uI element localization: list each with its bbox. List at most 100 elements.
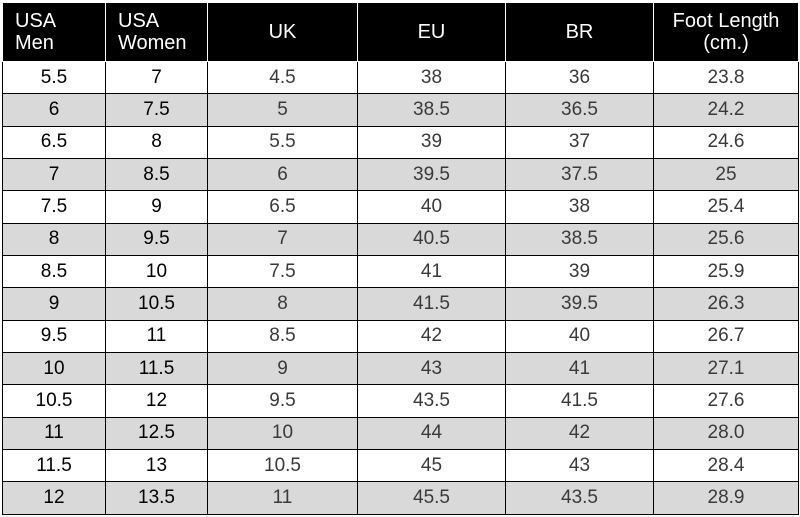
header-usa-men-line2: Men: [15, 32, 54, 54]
header-br: BR: [505, 2, 654, 62]
cell-usa-women: 10.5: [105, 287, 208, 321]
cell-uk: 7: [207, 222, 358, 257]
cell-foot-length: 28.4: [653, 449, 799, 483]
cell-uk: 7.5: [207, 255, 358, 289]
header-uk: UK: [207, 2, 358, 62]
cell-br: 39: [505, 255, 654, 289]
header-row: USA Men USA Women UK EU BR Foot Length (…: [2, 2, 799, 62]
cell-usa-women: 12: [105, 384, 208, 418]
cell-foot-length: 26.3: [653, 287, 799, 321]
cell-usa-men: 10.5: [2, 384, 106, 418]
cell-usa-men: 8.5: [2, 255, 106, 289]
table-row: 10.5 12 9.5 43.5 41.5 27.6: [2, 384, 799, 418]
cell-usa-men: 10: [2, 352, 106, 386]
cell-usa-men: 9: [2, 287, 106, 321]
cell-eu: 41.5: [357, 287, 506, 321]
cell-foot-length: 27.1: [653, 352, 799, 386]
header-usa-men: USA Men: [2, 2, 106, 62]
cell-uk: 8.5: [207, 319, 358, 354]
cell-eu: 41: [357, 255, 506, 289]
cell-uk: 5: [207, 93, 358, 127]
cell-foot-length: 25.9: [653, 255, 799, 289]
cell-usa-women: 7: [105, 60, 208, 95]
cell-usa-women: 8.5: [105, 158, 208, 192]
table-body: 5.5 7 4.5 38 36 23.8 6 7.5 5 38.5 36.5 24.2 6.5 8 5.5 3…: [2, 60, 799, 515]
cell-usa-women: 9: [105, 190, 208, 224]
cell-br: 40: [505, 319, 654, 354]
cell-uk: 9.5: [207, 384, 358, 418]
cell-uk: 4.5: [207, 60, 358, 95]
cell-uk: 5.5: [207, 125, 358, 160]
cell-usa-women: 11: [105, 319, 208, 354]
table-row: 6 7.5 5 38.5 36.5 24.2: [2, 93, 799, 127]
cell-usa-women: 10: [105, 255, 208, 289]
cell-foot-length: 25.6: [653, 222, 799, 257]
cell-usa-men: 6: [2, 93, 106, 127]
cell-usa-men: 8: [2, 222, 106, 257]
cell-usa-women: 7.5: [105, 93, 208, 127]
cell-usa-men: 12: [2, 481, 106, 515]
cell-br: 37.5: [505, 158, 654, 192]
cell-foot-length: 25.4: [653, 190, 799, 224]
cell-eu: 45: [357, 449, 506, 483]
header-usa-men-line1: USA: [15, 10, 57, 32]
table-row: 11 12.5 10 44 42 28.0: [2, 416, 799, 451]
cell-usa-women: 9.5: [105, 222, 208, 257]
cell-eu: 43: [357, 352, 506, 386]
cell-br: 39.5: [505, 287, 654, 321]
cell-br: 41: [505, 352, 654, 386]
cell-usa-men: 11: [2, 416, 106, 451]
header-foot-length-line2: (cm.): [703, 32, 749, 54]
cell-eu: 45.5: [357, 481, 506, 515]
cell-br: 38.5: [505, 222, 654, 257]
cell-usa-men: 5.5: [2, 60, 106, 95]
cell-uk: 6: [207, 158, 358, 192]
cell-foot-length: 23.8: [653, 60, 799, 95]
table-row: 7 8.5 6 39.5 37.5 25: [2, 158, 799, 192]
cell-br: 41.5: [505, 384, 654, 418]
table-row: 10 11.5 9 43 41 27.1: [2, 352, 799, 386]
cell-foot-length: 24.2: [653, 93, 799, 127]
cell-uk: 8: [207, 287, 358, 321]
header-usa-women-line1: USA: [118, 10, 160, 32]
table-row: 9 10.5 8 41.5 39.5 26.3: [2, 287, 799, 321]
cell-uk: 10.5: [207, 449, 358, 483]
cell-usa-women: 11.5: [105, 352, 208, 386]
cell-usa-men: 11.5: [2, 449, 106, 483]
table-row: 12 13.5 11 45.5 43.5 28.9: [2, 481, 799, 515]
cell-foot-length: 28.0: [653, 416, 799, 451]
table-header: USA Men USA Women UK EU BR Foot Length (…: [2, 2, 799, 62]
cell-eu: 38: [357, 60, 506, 95]
cell-br: 43: [505, 449, 654, 483]
cell-br: 37: [505, 125, 654, 160]
cell-usa-men: 9.5: [2, 319, 106, 354]
cell-foot-length: 24.6: [653, 125, 799, 160]
table-row: 11.5 13 10.5 45 43 28.4: [2, 449, 799, 483]
cell-br: 43.5: [505, 481, 654, 515]
cell-eu: 40: [357, 190, 506, 224]
header-foot-length: Foot Length (cm.): [653, 2, 799, 62]
cell-uk: 10: [207, 416, 358, 451]
cell-usa-women: 8: [105, 125, 208, 160]
cell-eu: 43.5: [357, 384, 506, 418]
cell-br: 36: [505, 60, 654, 95]
cell-usa-men: 7.5: [2, 190, 106, 224]
cell-eu: 44: [357, 416, 506, 451]
cell-uk: 6.5: [207, 190, 358, 224]
cell-uk: 9: [207, 352, 358, 386]
cell-foot-length: 25: [653, 158, 799, 192]
header-usa-women-line2: Women: [118, 32, 187, 54]
table-row: 8 9.5 7 40.5 38.5 25.6: [2, 222, 799, 257]
cell-usa-men: 7: [2, 158, 106, 192]
cell-eu: 38.5: [357, 93, 506, 127]
header-usa-women: USA Women: [105, 2, 208, 62]
cell-usa-women: 12.5: [105, 416, 208, 451]
cell-br: 38: [505, 190, 654, 224]
cell-eu: 39: [357, 125, 506, 160]
cell-foot-length: 28.9: [653, 481, 799, 515]
table-row: 5.5 7 4.5 38 36 23.8: [2, 60, 799, 95]
cell-foot-length: 26.7: [653, 319, 799, 354]
table-row: 7.5 9 6.5 40 38 25.4: [2, 190, 799, 224]
cell-uk: 11: [207, 481, 358, 515]
